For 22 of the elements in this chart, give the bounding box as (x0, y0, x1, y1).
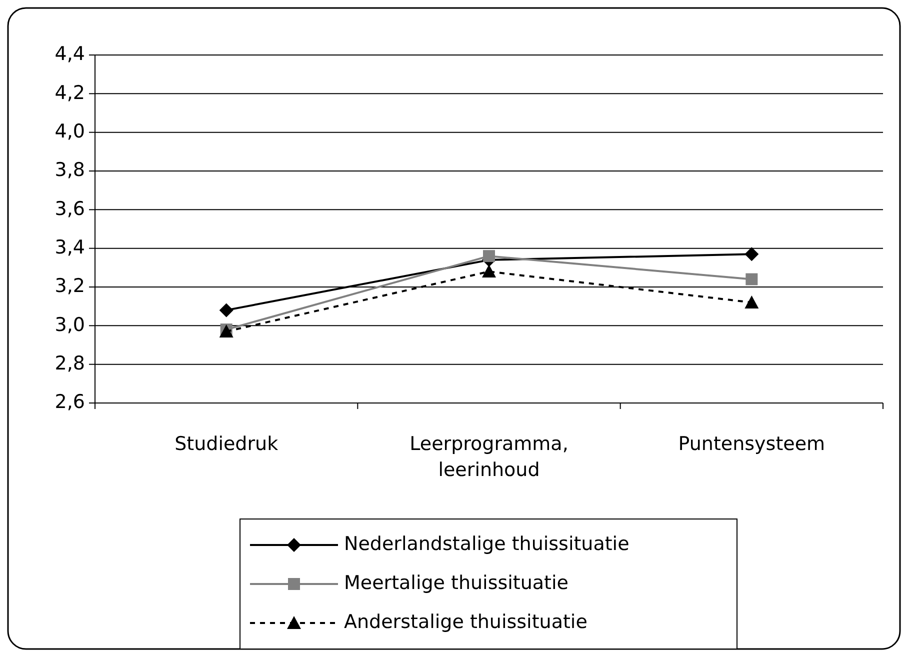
y-tick-label: 3,2 (54, 275, 85, 298)
point (219, 303, 234, 318)
y-tick-label: 2,6 (54, 391, 85, 414)
x-tick-label: Studiedruk (174, 433, 278, 455)
y-tick-label: 2,8 (54, 352, 85, 375)
y-tick-label: 3,6 (54, 198, 85, 220)
y-tick-label: 3,8 (54, 159, 85, 182)
x-tick-label: Leerprogramma, leerinhoud (410, 433, 568, 481)
point (744, 295, 759, 308)
y-tick-label: 3,4 (54, 236, 85, 259)
legend-label: Nederlandstalige thuissituatie (344, 533, 630, 556)
point (482, 264, 496, 278)
y-tick-label: 4,2 (54, 82, 85, 104)
y-tick-label: 4,0 (54, 120, 85, 143)
legend-label: Anderstalige thuissituatie (344, 611, 588, 634)
point (746, 273, 758, 286)
x-tick-label: Puntensysteem (678, 433, 826, 455)
y-tick-label: 3,0 (54, 314, 85, 336)
point (483, 250, 495, 262)
y-tick-label: 4,4 (54, 43, 85, 66)
legend-label: Meertalige thuissituatie (344, 572, 568, 594)
point (744, 247, 759, 262)
